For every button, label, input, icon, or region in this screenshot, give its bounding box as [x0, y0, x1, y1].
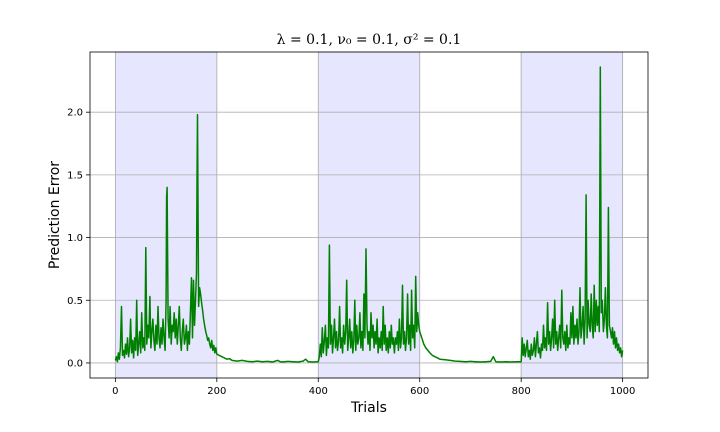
- y-tick-label: 0.0: [67, 358, 83, 369]
- y-tick-label: 2.0: [67, 108, 83, 119]
- x-axis-title: Trials: [350, 400, 387, 416]
- y-axis-title: Prediction Error: [47, 161, 63, 269]
- x-tick-label: 200: [207, 386, 226, 397]
- prediction-error-line: [114, 66, 624, 363]
- plot-frame: [89, 51, 649, 379]
- y-tick-label: 0.5: [67, 296, 83, 307]
- axis-ticks: 0 200 400 600 800 1000 0.0 0.5 1.0 1.5 2.0: [67, 108, 635, 397]
- x-tick-label: 600: [410, 386, 429, 397]
- y-tick-label: 1.0: [67, 233, 83, 244]
- x-tick-label: 0: [112, 386, 118, 397]
- x-tick-label: 800: [512, 386, 531, 397]
- grid: [90, 52, 648, 378]
- x-tick-label: 400: [309, 386, 328, 397]
- y-tick-label: 1.5: [67, 170, 83, 181]
- x-tick-label: 1000: [610, 386, 635, 397]
- chart-title: λ = 0.1, ν₀ = 0.1, σ² = 0.1: [277, 32, 462, 48]
